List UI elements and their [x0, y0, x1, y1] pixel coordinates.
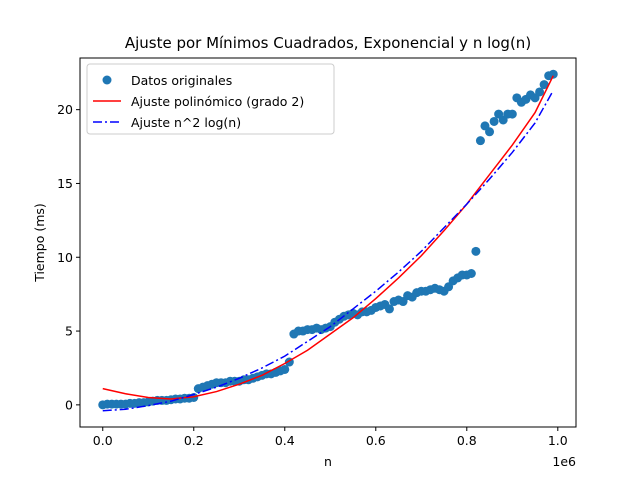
fit-line-n2logn: [102, 90, 554, 412]
data-point: [384, 304, 394, 314]
x-tick-label: 0.6: [366, 433, 386, 448]
legend-label-ajuste-n2logn: Ajuste n^2 log(n): [131, 115, 241, 130]
y-axis-label: Tiempo (ms): [32, 203, 47, 283]
legend: Datos originales Ajuste polinómico (grad…: [86, 63, 335, 135]
data-point: [466, 269, 476, 278]
x-tick-label: 1.0: [548, 433, 568, 448]
x-tick-label: 0.2: [184, 433, 204, 448]
x-tick-label: 0.4: [275, 433, 295, 448]
y-tick-label: 20: [57, 102, 73, 117]
data-point: [280, 364, 290, 374]
axes-frame: [79, 57, 577, 428]
data-point: [489, 116, 499, 126]
data-point: [548, 69, 558, 79]
x-axis-offset-text: 1e6: [552, 454, 576, 469]
data-point: [485, 127, 495, 137]
chart-title: Ajuste por Mínimos Cuadrados, Exponencia…: [125, 34, 531, 52]
data-point: [471, 246, 481, 256]
series-datos-originales: [98, 69, 558, 410]
y-tick-label: 5: [65, 324, 73, 339]
y-tick-label: 15: [57, 176, 73, 191]
data-point: [475, 136, 485, 146]
x-axis-label: n: [324, 454, 332, 469]
legend-marker-datos-originales: [102, 75, 112, 85]
data-point: [535, 87, 545, 97]
ticks: 0.0 0.2 0.4 0.6 0.8 1.0 0 5 10 15 20: [57, 102, 568, 448]
data-point: [539, 80, 549, 90]
y-tick-label: 10: [57, 250, 73, 265]
fit-line-polinomico: [102, 75, 554, 400]
plot-area: [98, 69, 558, 412]
x-tick-label: 0.8: [457, 433, 477, 448]
y-tick-label: 0: [65, 397, 73, 412]
data-point: [507, 109, 517, 119]
legend-label-ajuste-polinomico: Ajuste polinómico (grado 2): [131, 94, 304, 109]
legend-label-datos-originales: Datos originales: [131, 73, 232, 88]
legend-box: [86, 63, 335, 135]
x-tick-label: 0.0: [93, 433, 113, 448]
